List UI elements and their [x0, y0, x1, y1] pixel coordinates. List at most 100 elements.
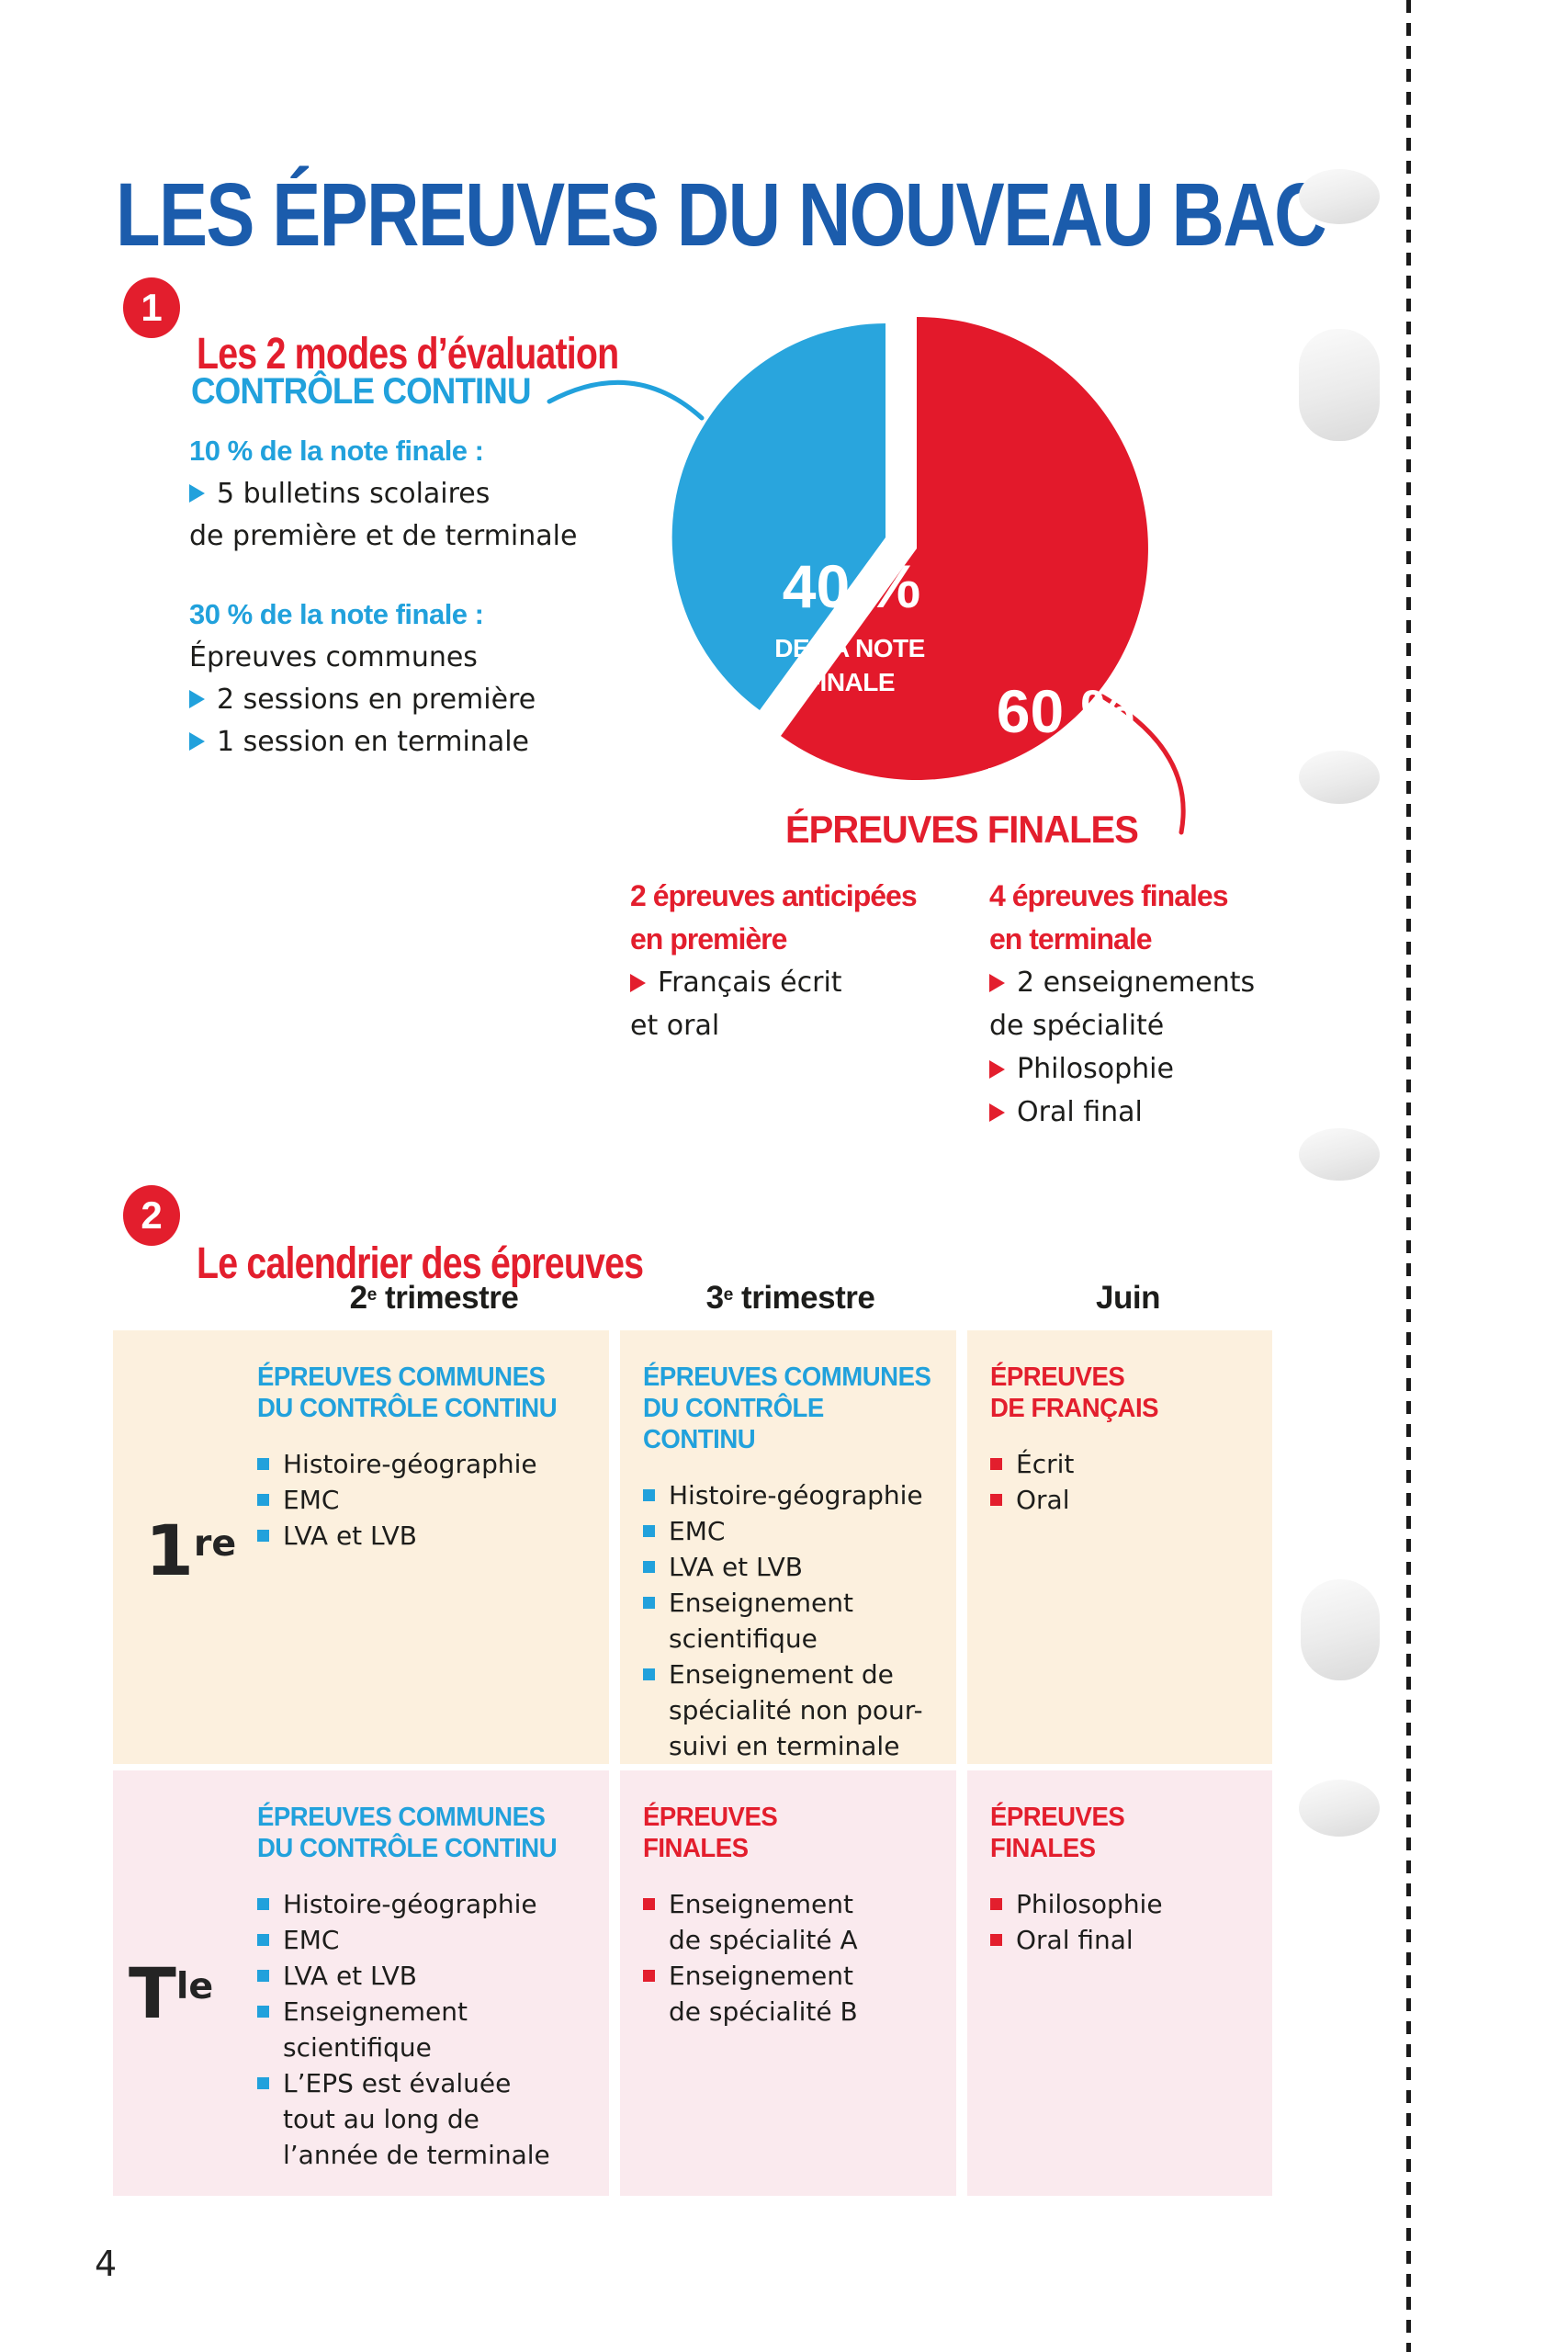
triangle-bullet-icon [189, 690, 205, 708]
square-bullet-icon [257, 2006, 269, 2018]
list-line: Philosophie [989, 1047, 1348, 1091]
epreuves-finales-column: 4 épreuves finales en terminale 2 enseig… [989, 875, 1348, 1134]
list-item: EMC [643, 1513, 946, 1549]
cut-dashed-line [1406, 0, 1411, 2352]
cell-heading: ÉPREUVES FINALES [643, 1803, 778, 1863]
list-line: 2 enseignements [989, 961, 1348, 1004]
cell-heading: ÉPREUVES DE FRANÇAIS [990, 1363, 1159, 1423]
list-line: en terminale [989, 922, 1153, 956]
list-line: 2 épreuves anticipées [630, 879, 918, 912]
list-item: LVA et LVB [257, 1958, 597, 1994]
list-line: Épreuves communes [189, 640, 478, 673]
list-line: et oral [630, 1010, 720, 1042]
binder-hole [1299, 329, 1380, 441]
pie-slice-controle-continu [671, 323, 886, 710]
list-item: Enseignement de spécialité non pour- sui… [643, 1657, 946, 1764]
table-cell: ÉPREUVES COMMUNES DU CONTRÔLE CONTINU Hi… [643, 1362, 946, 1764]
column-header-trimestre-2: 2e trimestre [349, 1280, 519, 1316]
epreuves-finales-title: ÉPREUVES FINALES [785, 808, 1139, 851]
cell-heading: ÉPREUVES COMMUNES DU CONTRÔLE CONTINU [257, 1803, 558, 1863]
cell-items: Histoire-géographie EMC LVA et LVB Ensei… [257, 1886, 597, 2173]
table-cell-bg [967, 1330, 1272, 1764]
table-cell-bg [113, 1330, 609, 1764]
square-bullet-icon [257, 1898, 269, 1910]
red-callout-curve [1100, 694, 1186, 835]
list-item: LVA et LVB [643, 1549, 946, 1585]
pie-label-40: 40 % [783, 552, 920, 620]
table-cell: ÉPREUVES DE FRANÇAIS Écrit Oral [990, 1362, 1257, 1518]
section-1-heading: Les 2 modes d’évaluation [197, 329, 619, 379]
binder-hole [1299, 1128, 1380, 1181]
cell-heading: ÉPREUVES COMMUNES DU CONTRÔLE CONTINU [643, 1363, 931, 1454]
list-line: en première [630, 922, 787, 956]
list-line: 4 épreuves finales [989, 879, 1228, 912]
table-cell-bg [113, 1770, 609, 2196]
cell-items: Philosophie Oral final [990, 1886, 1257, 1958]
list-line: de spécialité [989, 1010, 1165, 1042]
list-line: Oral final [989, 1091, 1348, 1134]
triangle-bullet-icon [189, 732, 205, 751]
list-item: Histoire-géographie [257, 1886, 597, 1922]
pie-sublabel: DE LA NOTE [774, 634, 925, 662]
square-bullet-icon [643, 1970, 655, 1982]
table-cell: ÉPREUVES FINALES Enseignement de spécial… [643, 1802, 946, 2030]
list-item: LVA et LVB [257, 1518, 597, 1554]
square-bullet-icon [257, 1970, 269, 1982]
triangle-bullet-icon [989, 973, 1005, 992]
square-bullet-icon [643, 1489, 655, 1501]
controle-continu-list: 10 % de la note finale : 5 bulletins sco… [189, 430, 704, 763]
pie-chart: 40 % DE LA NOTE FINALE 60 % DE LA NOTE F… [671, 317, 1148, 804]
list-item: Philosophie [990, 1886, 1257, 1922]
cell-items: Enseignement de spécialité A Enseignemen… [643, 1886, 946, 2030]
row-label-terminale: Tle [129, 1952, 214, 2034]
square-bullet-icon [643, 1525, 655, 1537]
square-bullet-icon [257, 1934, 269, 1946]
list-line: 1 session en terminale [189, 720, 704, 763]
pie-label-60: 60 % [997, 677, 1134, 745]
page-number: 4 [95, 2244, 118, 2284]
square-bullet-icon [643, 1668, 655, 1680]
square-bullet-icon [257, 2077, 269, 2089]
square-bullet-icon [257, 1458, 269, 1470]
cell-items: Histoire-géographie EMC LVA et LVB Ensei… [643, 1477, 946, 1764]
list-item: EMC [257, 1482, 597, 1518]
list-line: 2 sessions en première [189, 678, 704, 720]
triangle-bullet-icon [989, 1059, 1005, 1079]
list-item: Écrit [990, 1446, 1257, 1482]
square-bullet-icon [257, 1494, 269, 1506]
column-header-juin: Juin [1096, 1280, 1160, 1316]
pie-sublabel: FINALE [1017, 797, 1107, 804]
table-cell: ÉPREUVES COMMUNES DU CONTRÔLE CONTINU Hi… [257, 1802, 597, 2173]
table-cell: ÉPREUVES FINALES Philosophie Oral final [990, 1802, 1257, 1958]
square-bullet-icon [990, 1898, 1002, 1910]
page-title: LES ÉPREUVES DU NOUVEAU BAC [116, 164, 1327, 265]
square-bullet-icon [643, 1898, 655, 1910]
square-bullet-icon [257, 1530, 269, 1542]
binder-hole [1301, 1579, 1380, 1680]
square-bullet-icon [990, 1494, 1002, 1506]
cell-items: Écrit Oral [990, 1446, 1257, 1518]
cell-heading: ÉPREUVES COMMUNES DU CONTRÔLE CONTINU [257, 1363, 558, 1423]
list-line: 5 bulletins scolaires [189, 472, 704, 514]
pie-slice-epreuves-finales [781, 317, 1148, 780]
list-item: Enseignement de spécialité A [643, 1886, 946, 1958]
list-line: de première et de terminale [189, 519, 578, 552]
pie-sublabel: FINALE [805, 668, 895, 696]
section-2-badge: 2 [123, 1185, 180, 1246]
list-item: Histoire-géographie [643, 1477, 946, 1513]
list-item: Histoire-géographie [257, 1446, 597, 1482]
square-bullet-icon [990, 1458, 1002, 1470]
triangle-bullet-icon [189, 484, 205, 503]
cell-items: Histoire-géographie EMC LVA et LVB [257, 1446, 597, 1554]
square-bullet-icon [990, 1934, 1002, 1946]
controle-continu-title: CONTRÔLE CONTINU [191, 371, 532, 412]
list-line: 10 % de la note finale : [189, 435, 484, 467]
list-item: Enseignement scientifique [257, 1994, 597, 2065]
list-item: Enseignement scientifique [643, 1585, 946, 1657]
list-item: EMC [257, 1922, 597, 1958]
section-2-heading: Le calendrier des épreuves [197, 1238, 644, 1288]
list-line: 30 % de la note finale : [189, 598, 484, 630]
column-header-trimestre-3: 3e trimestre [705, 1280, 875, 1316]
